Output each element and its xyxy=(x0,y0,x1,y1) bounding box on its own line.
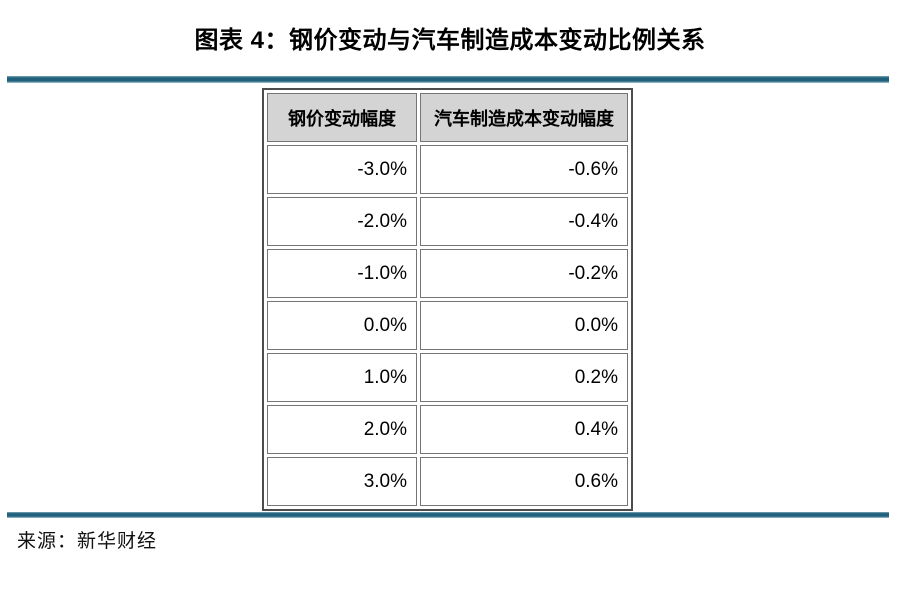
auto-cost-change-header: 汽车制造成本变动幅度 xyxy=(420,93,628,142)
auto-cost-change-cell: 0.0% xyxy=(420,301,628,350)
table-row: 2.0% 0.4% xyxy=(267,405,628,454)
top-divider-rule xyxy=(7,76,889,83)
bottom-divider-rule xyxy=(7,512,889,518)
steel-price-change-cell: 1.0% xyxy=(267,353,417,402)
steel-price-change-cell: 3.0% xyxy=(267,457,417,506)
auto-cost-change-cell: -0.2% xyxy=(420,249,628,298)
steel-price-change-cell: -2.0% xyxy=(267,197,417,246)
auto-cost-change-cell: -0.6% xyxy=(420,145,628,194)
table-row: -2.0% -0.4% xyxy=(267,197,628,246)
table-row: -1.0% -0.2% xyxy=(267,249,628,298)
steel-price-change-header: 钢价变动幅度 xyxy=(267,93,417,142)
table-row: 1.0% 0.2% xyxy=(267,353,628,402)
auto-cost-change-cell: 0.4% xyxy=(420,405,628,454)
table-header-row: 钢价变动幅度 汽车制造成本变动幅度 xyxy=(267,93,628,142)
steel-price-change-cell: 2.0% xyxy=(267,405,417,454)
data-table: 钢价变动幅度 汽车制造成本变动幅度 -3.0% -0.6% -2.0% -0.4… xyxy=(262,88,633,511)
auto-cost-change-cell: -0.4% xyxy=(420,197,628,246)
table-row: 0.0% 0.0% xyxy=(267,301,628,350)
table-row: 3.0% 0.6% xyxy=(267,457,628,506)
steel-price-change-cell: 0.0% xyxy=(267,301,417,350)
figure-title: 图表 4：钢价变动与汽车制造成本变动比例关系 xyxy=(194,27,706,54)
source-note: 来源：新华财经 xyxy=(17,531,158,552)
auto-cost-change-cell: 0.2% xyxy=(420,353,628,402)
table-row: -3.0% -0.6% xyxy=(267,145,628,194)
steel-price-change-cell: -1.0% xyxy=(267,249,417,298)
auto-cost-change-cell: 0.6% xyxy=(420,457,628,506)
steel-price-change-cell: -3.0% xyxy=(267,145,417,194)
cost-relation-table: 钢价变动幅度 汽车制造成本变动幅度 -3.0% -0.6% -2.0% -0.4… xyxy=(262,88,633,511)
